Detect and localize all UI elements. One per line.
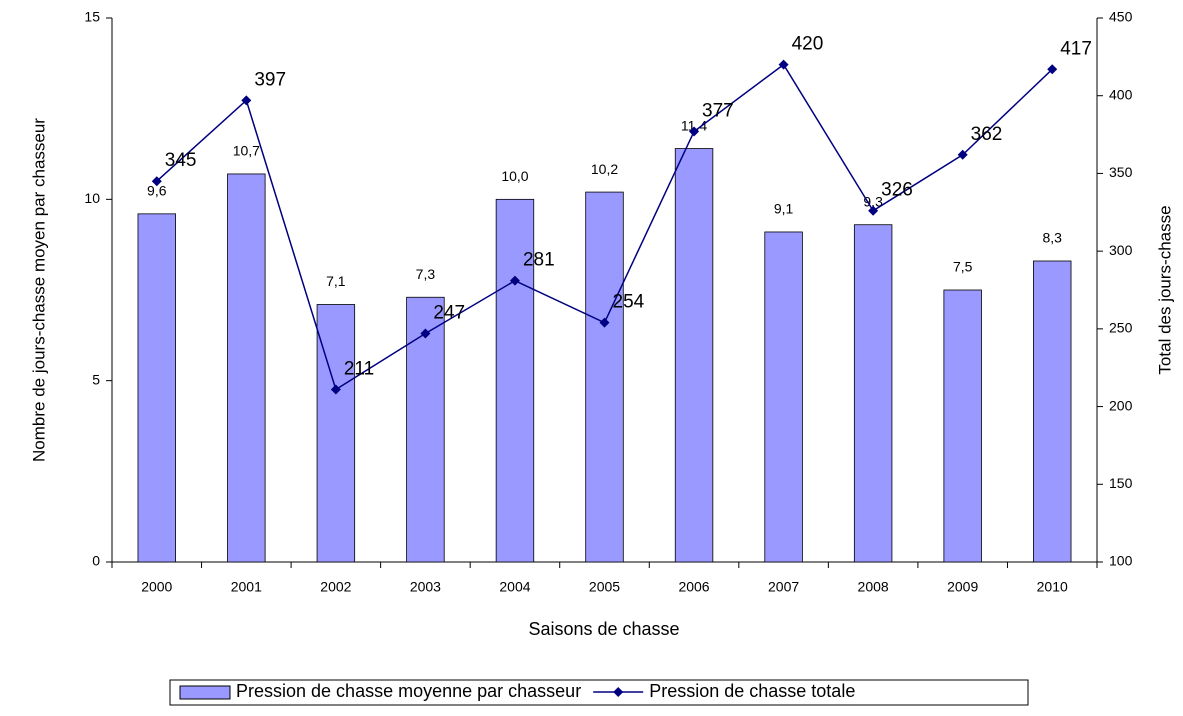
x-tick-label: 2000 [141, 579, 172, 595]
bar-value-label: 10,7 [233, 143, 260, 159]
x-tick-label: 2010 [1037, 579, 1068, 595]
line-value-label: 345 [165, 150, 197, 171]
x-tick-label: 2001 [231, 579, 262, 595]
y-tick-label: 0 [92, 553, 100, 569]
bar-value-label: 10,0 [501, 168, 528, 184]
line-value-label: 254 [613, 292, 645, 313]
bar [674, 148, 714, 563]
line-marker [151, 176, 162, 187]
y2-tick-label: 400 [1109, 86, 1133, 102]
legend-label: Pression de chasse totale [649, 681, 855, 701]
bar-value-label: 11,4 [681, 117, 707, 133]
bar [943, 289, 982, 563]
line-value-label: 362 [971, 124, 1003, 145]
bar-value-label: 8,3 [1042, 230, 1062, 246]
bar [495, 198, 535, 563]
line-value-label: 281 [523, 250, 555, 271]
bar [585, 191, 624, 563]
line-marker [509, 275, 520, 286]
line-value-label: 211 [344, 358, 374, 379]
line-marker [689, 126, 700, 137]
bar-value-label: 9,3 [863, 193, 883, 209]
bar-value-label: 7,5 [953, 259, 973, 275]
line-marker [330, 384, 341, 395]
bar [316, 304, 356, 563]
bar-value-label: 7,3 [416, 266, 436, 282]
line-marker [420, 328, 431, 339]
line-value-label: 417 [1060, 38, 1092, 59]
bar [764, 231, 803, 563]
legend-swatch [179, 685, 231, 700]
y-axis-title: Nombre de jours-chasse moyen par chasseu… [29, 118, 48, 462]
legend-marker [613, 687, 624, 697]
y-tick-label: 15 [84, 9, 100, 25]
legend-label: Pression de chasse moyenne par chasseur [236, 681, 581, 701]
y2-axis-title: Total des jours-chasse [1155, 205, 1174, 374]
x-tick-label: 2009 [947, 579, 978, 595]
line-marker [868, 205, 879, 216]
bar-value-label: 9,1 [774, 201, 794, 217]
line-value-label: 377 [702, 100, 734, 121]
y2-tick-label: 100 [1109, 553, 1133, 569]
bar-value-label: 9,6 [147, 183, 167, 199]
x-tick-label: 2006 [678, 579, 709, 595]
line-value-label: 420 [792, 34, 824, 55]
y-tick-label: 5 [92, 371, 100, 387]
x-tick-label: 2005 [589, 579, 620, 595]
bar [853, 224, 893, 563]
bar-value-label: 10,2 [591, 161, 618, 177]
y2-tick-label: 150 [1109, 475, 1133, 491]
x-tick-label: 2003 [410, 579, 441, 595]
line-value-label: 247 [433, 303, 465, 324]
line-marker [957, 149, 968, 160]
y-tick-label: 10 [84, 190, 100, 206]
y2-tick-label: 350 [1109, 164, 1133, 180]
x-tick-label: 2007 [768, 579, 799, 595]
line-marker [599, 317, 610, 328]
line-value-label: 326 [881, 180, 913, 201]
x-tick-label: 2004 [499, 579, 530, 595]
line-value-label: 397 [254, 69, 286, 90]
line-marker [778, 59, 789, 70]
bar [1033, 260, 1072, 563]
bar [227, 173, 266, 563]
y2-tick-label: 450 [1109, 9, 1133, 25]
y2-tick-label: 300 [1109, 242, 1133, 258]
line-marker [1047, 64, 1058, 75]
bar [137, 213, 176, 563]
line-marker [241, 95, 252, 106]
y2-tick-label: 250 [1109, 320, 1133, 336]
x-axis-title: Saisons de chasse [528, 619, 679, 639]
x-tick-label: 2002 [320, 579, 351, 595]
y2-tick-label: 200 [1109, 397, 1133, 413]
x-tick-label: 2008 [858, 579, 889, 595]
bar-value-label: 7,1 [326, 273, 346, 289]
